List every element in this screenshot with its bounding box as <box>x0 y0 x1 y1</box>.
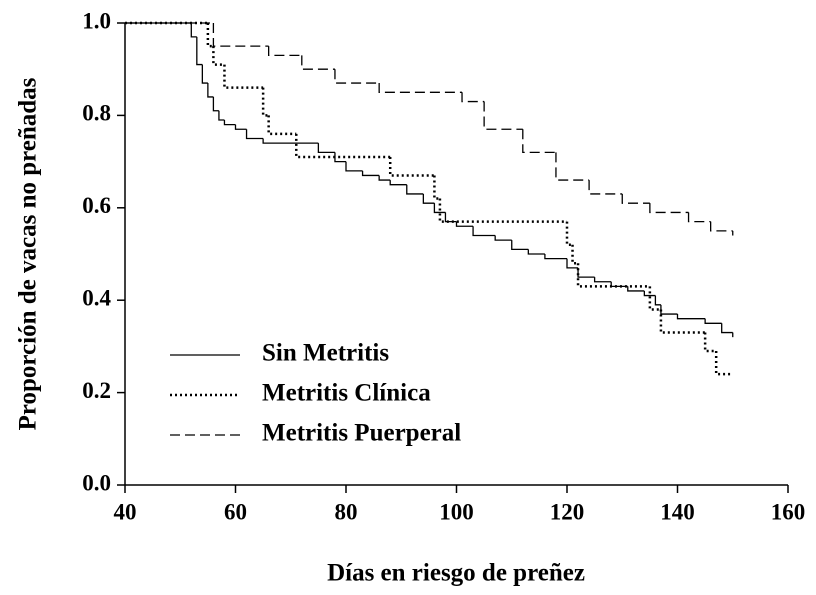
survival-step <box>721 323 733 334</box>
survival-step <box>267 115 297 136</box>
survival-step <box>433 203 446 214</box>
y-tick-label: 1.0 <box>82 8 111 33</box>
survival-step <box>389 180 407 186</box>
survival-step <box>295 133 391 159</box>
survival-step <box>571 244 579 265</box>
legend-label: Sin Metritis <box>262 340 389 367</box>
survival-step <box>461 92 485 103</box>
survival-step <box>494 235 512 241</box>
survival-step <box>627 286 645 292</box>
survival-step <box>406 184 424 195</box>
x-tick-label: 40 <box>114 499 137 524</box>
survival-step <box>555 152 590 181</box>
survival-step <box>704 318 722 324</box>
survival-step <box>190 23 197 38</box>
survival-step <box>659 309 706 334</box>
legend-label: Metritis Clínica <box>262 380 431 407</box>
survival-step <box>676 314 706 320</box>
survival-step <box>522 129 556 154</box>
x-tick-label: 140 <box>660 499 695 524</box>
survival-step <box>577 267 595 278</box>
x-tick-label: 160 <box>771 499 806 524</box>
survival-step <box>245 129 264 140</box>
survival-step <box>649 203 689 214</box>
survival-step <box>544 254 567 260</box>
survival-step <box>483 101 523 130</box>
survival-step <box>207 83 214 98</box>
survival-step <box>196 36 203 66</box>
x-tick-label: 60 <box>224 499 247 524</box>
survival-step <box>212 96 219 112</box>
survival-step <box>654 295 661 306</box>
survival-step <box>261 87 269 117</box>
survival-step <box>201 64 208 84</box>
x-tick-label: 120 <box>550 499 585 524</box>
survival-step <box>576 263 650 288</box>
survival-step <box>511 240 529 251</box>
legend-label: Metritis Puerperal <box>262 420 461 447</box>
survival-step <box>687 212 711 223</box>
survival-step <box>643 290 656 297</box>
x-tick-label: 80 <box>335 499 358 524</box>
survival-step <box>565 221 573 247</box>
survival-step <box>378 83 463 93</box>
survival-step <box>234 124 247 130</box>
survival-step <box>455 221 474 227</box>
survival-step <box>334 69 380 84</box>
survival-step <box>703 332 717 353</box>
x-axis-label: Días en riesgo de preñez <box>327 560 585 587</box>
survival-step <box>472 226 496 237</box>
y-tick-label: 0.2 <box>82 378 111 403</box>
survival-step <box>527 249 545 255</box>
survival-step <box>262 138 319 144</box>
y-axis-label: Proporción de vacas no preñadas <box>15 77 42 430</box>
survival-step <box>444 212 457 223</box>
y-tick-label: 0.6 <box>82 193 111 218</box>
survival-step <box>212 46 225 66</box>
survival-step <box>621 193 650 204</box>
survival-step <box>223 64 264 89</box>
survival-step <box>566 258 579 269</box>
survival-step <box>588 180 623 195</box>
y-tick-label: 0.4 <box>82 285 111 310</box>
survival-step <box>593 277 612 283</box>
survival-step <box>301 55 335 70</box>
survival-step <box>361 170 380 177</box>
y-tick-label: 0.0 <box>82 470 111 495</box>
survival-step <box>317 143 335 154</box>
survival-step <box>648 286 661 311</box>
survival-step <box>710 221 733 232</box>
y-tick-label: 0.8 <box>82 101 111 126</box>
survival-step <box>714 351 733 376</box>
survival-step <box>268 46 302 56</box>
survival-step <box>378 175 391 181</box>
survival-step <box>433 175 440 200</box>
survival-step <box>334 152 346 163</box>
survival-step <box>223 120 236 126</box>
x-tick-label: 100 <box>439 499 474 524</box>
survival-step <box>345 161 363 172</box>
survival-step <box>660 304 678 315</box>
survival-step <box>206 23 214 48</box>
survival-step <box>212 23 269 47</box>
survival-step <box>438 198 567 223</box>
survival-step <box>218 110 225 121</box>
survival-step <box>422 193 435 204</box>
survival-step <box>388 156 435 177</box>
